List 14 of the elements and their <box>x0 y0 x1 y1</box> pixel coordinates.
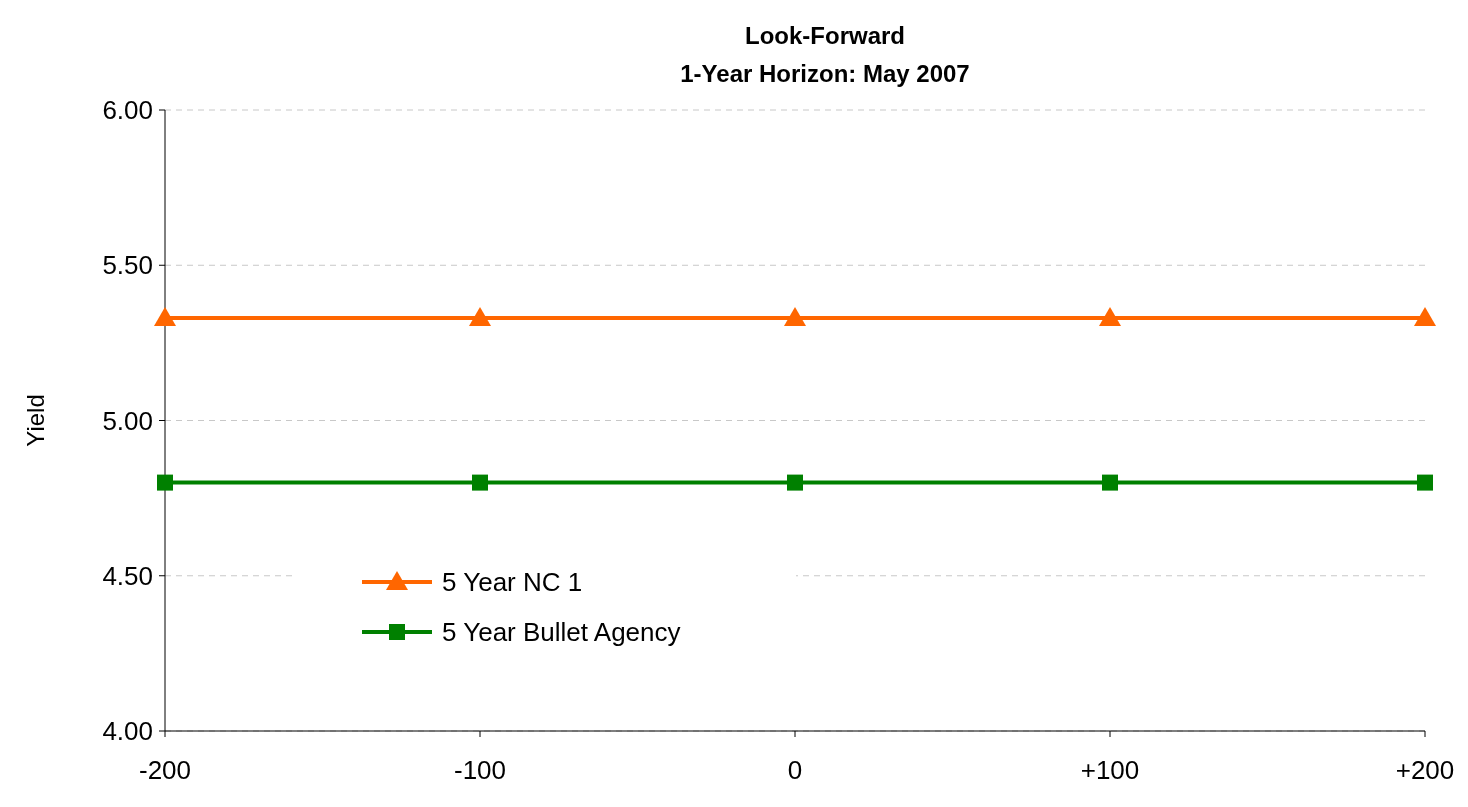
y-tick-label: 5.00 <box>102 405 153 436</box>
legend-label: 5 Year Bullet Agency <box>442 617 681 648</box>
legend-label: 5 Year NC 1 <box>442 567 583 598</box>
y-tick-label: 5.50 <box>102 250 153 281</box>
x-tick-label: 0 <box>787 755 803 785</box>
x-tick-label: +100 <box>1080 755 1140 785</box>
chart-title: Look-Forward 1-Year Horizon: May 2007 <box>680 22 970 87</box>
x-tick-label: -200 <box>138 755 192 785</box>
y-tick-label: 6.00 <box>102 95 153 126</box>
y-tick-label: 4.00 <box>102 716 153 747</box>
x-tick-label: +200 <box>1395 755 1455 785</box>
x-tick-label: -100 <box>453 755 507 785</box>
y-tick-label: 4.50 <box>102 560 153 591</box>
y-axis-title: Yield <box>22 394 49 447</box>
